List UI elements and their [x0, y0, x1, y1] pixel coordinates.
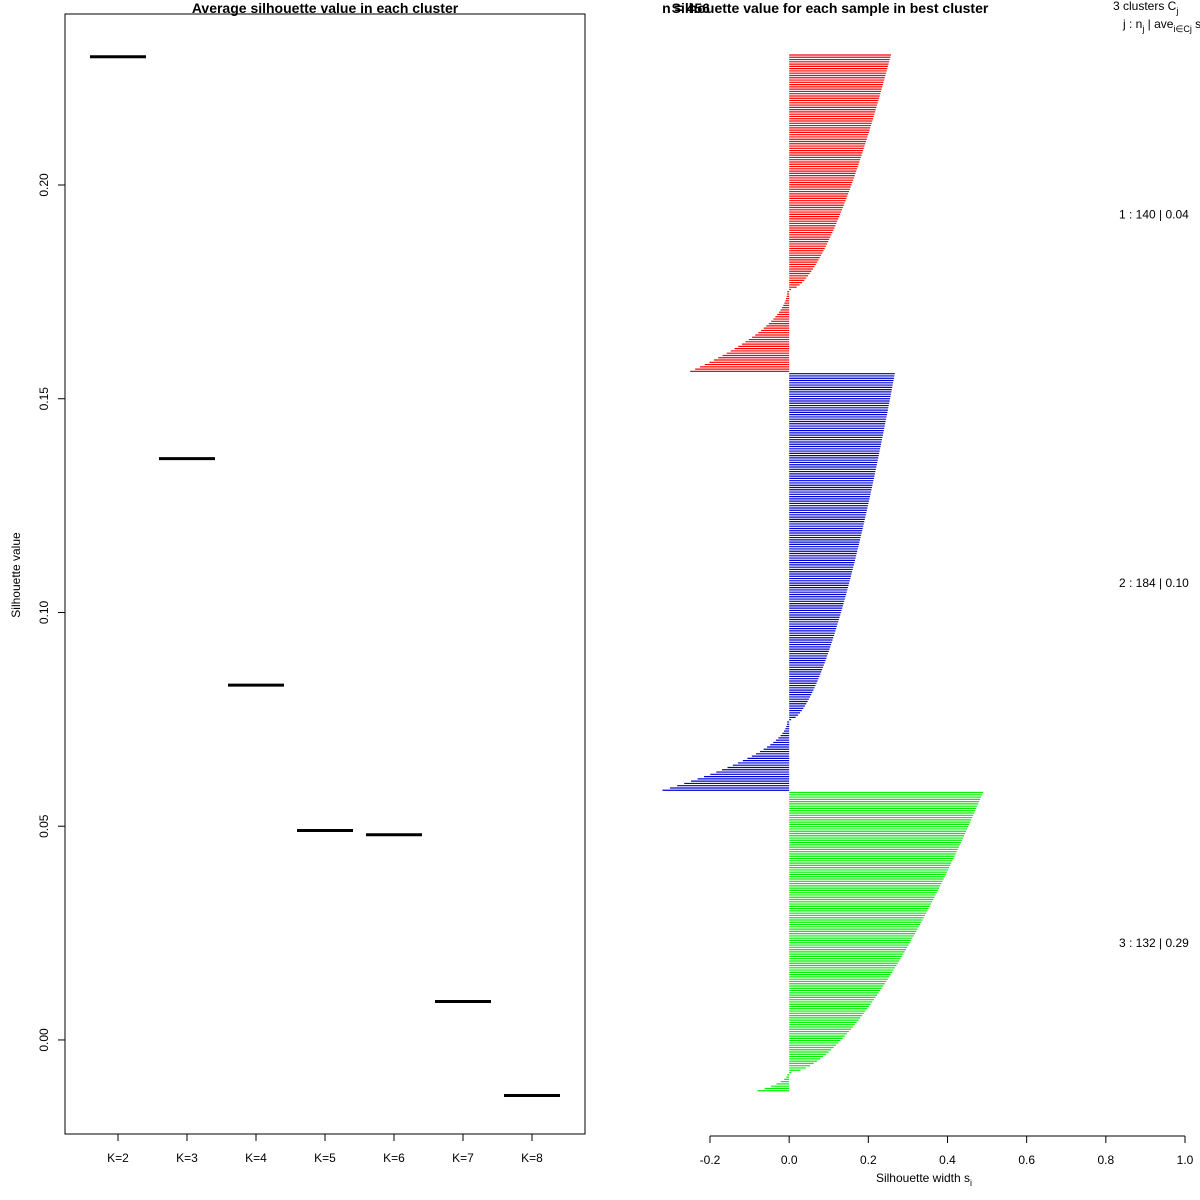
cluster-label: 1 : 140 | 0.04	[1119, 207, 1189, 221]
right-x-tick-label: -0.2	[700, 1153, 721, 1167]
left-plot-frame	[64, 13, 586, 1135]
left-y-tick-label: 0.20	[37, 173, 51, 197]
legend-header-line1: 3 clusters Cj	[1113, 0, 1178, 16]
left-x-tick-label: K=5	[314, 1151, 336, 1165]
right-x-tick-label: 0.0	[781, 1153, 798, 1167]
right-chart-title: Silhouette value for each sample in best…	[672, 0, 989, 16]
left-x-tick-label: K=4	[245, 1151, 267, 1165]
left-x-tick-label: K=8	[521, 1151, 543, 1165]
cluster-label: 3 : 132 | 0.29	[1119, 936, 1189, 950]
right-x-tick-label: 0.8	[1097, 1153, 1114, 1167]
cluster-labels: 1 : 140 | 0.04 2 : 184 | 0.10 3 : 132 | 0.…	[1119, 207, 1189, 949]
left-y-tick-label: 0.00	[37, 1028, 51, 1052]
left-y-axis-label: Silhouette value	[9, 532, 23, 618]
left-data-marks	[90, 55, 560, 1098]
right-x-axis: -0.2 0.0 0.2 0.4 0.6 0.8 1.0	[700, 1135, 1194, 1167]
left-x-axis: K=2 K=3 K=4 K=5 K=6 K=7 K=8	[107, 1134, 543, 1165]
right-x-axis-label: Silhouette width si	[876, 1171, 972, 1188]
left-x-tick-label: K=2	[107, 1151, 129, 1165]
left-y-tick-label: 0.15	[37, 387, 51, 411]
right-overlap-text: n = 456	[662, 0, 710, 16]
left-x-tick-label: K=6	[383, 1151, 405, 1165]
legend-header-line2: j : nj | avei∈Cj s	[1122, 17, 1200, 34]
left-chart-title: Average silhouette value in each cluster	[192, 0, 459, 16]
left-panel: Average silhouette value in each cluster…	[9, 0, 586, 1165]
left-y-tick-label: 0.10	[37, 600, 51, 624]
right-x-tick-label: 0.4	[939, 1153, 956, 1167]
left-y-tick-label: 0.05	[37, 814, 51, 838]
right-panel: n = 456 Silhouette value for each sample…	[662, 0, 1200, 1188]
cluster-label: 2 : 184 | 0.10	[1119, 576, 1189, 590]
left-y-axis: 0.00 0.05 0.10 0.15 0.20	[37, 173, 65, 1052]
legend-header: 3 clusters Cj j : nj | avei∈Cj s	[1113, 0, 1200, 34]
silhouette-bars	[662, 54, 984, 1092]
right-x-tick-label: 0.2	[860, 1153, 877, 1167]
right-x-tick-label: 1.0	[1177, 1153, 1194, 1167]
right-x-tick-label: 0.6	[1018, 1153, 1035, 1167]
left-x-tick-label: K=3	[176, 1151, 198, 1165]
left-x-tick-label: K=7	[452, 1151, 474, 1165]
